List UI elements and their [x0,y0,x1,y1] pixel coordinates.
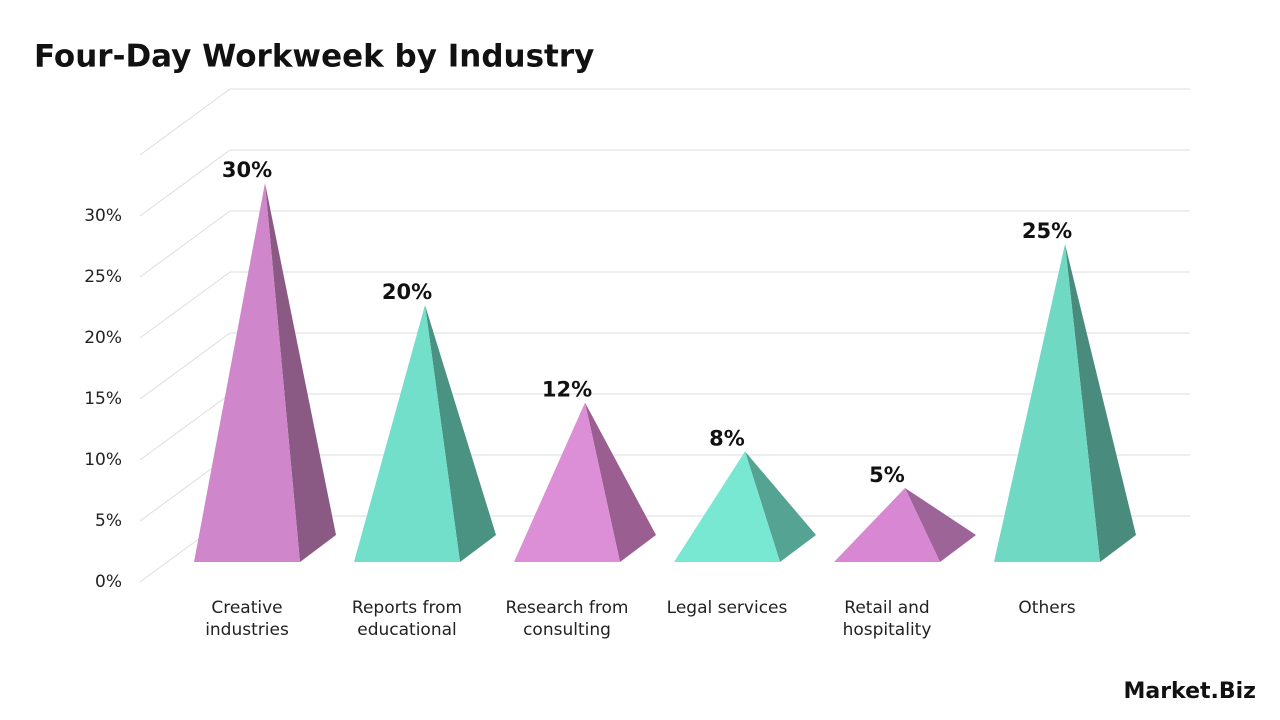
value-label: 25% [1022,219,1072,243]
pyramid-side [745,451,816,562]
y-tick-label: 0% [95,572,122,592]
grid-diagonal-top [139,88,231,156]
pyramid-front [194,183,300,562]
value-label: 12% [542,378,592,402]
y-tick-label: 20% [84,328,122,348]
chart-title: Four-Day Workweek by Industry [34,39,594,75]
value-label: 5% [869,463,905,487]
x-tick-label: Reports from educational [351,598,463,640]
value-label: 8% [709,426,745,450]
x-tick-label: Retail and hospitality [842,598,932,640]
grid-diagonal [139,149,231,217]
pyramid-front [674,451,780,562]
x-tick-label: Research from consulting [505,598,629,640]
pyramid-side [265,183,336,562]
pyramid-front [834,488,940,562]
y-tick-label: 25% [84,267,122,287]
value-label: 30% [222,158,272,182]
grid-diagonal [139,332,231,400]
pyramid-side [585,402,656,562]
grid-diagonal [139,271,231,339]
x-tick-label: Creative industries [205,598,289,640]
y-tick-label: 10% [84,450,122,470]
y-tick-label: 30% [84,206,122,226]
y-tick-label: 5% [95,511,122,531]
y-tick-label: 15% [84,389,122,409]
source-logo: Market.Biz [1123,679,1256,704]
grid-diagonal [139,393,231,461]
pyramid-side [1065,244,1136,562]
pyramid-side [425,305,496,562]
pyramid-side [905,488,976,562]
x-tick-label: Others [1018,598,1076,618]
value-label: 20% [382,280,432,304]
x-tick-label: Legal services [666,598,788,618]
grid-diagonal [139,210,231,278]
pyramid-front [354,305,460,562]
pyramid-front [994,244,1100,562]
pyramid-front [514,402,620,562]
